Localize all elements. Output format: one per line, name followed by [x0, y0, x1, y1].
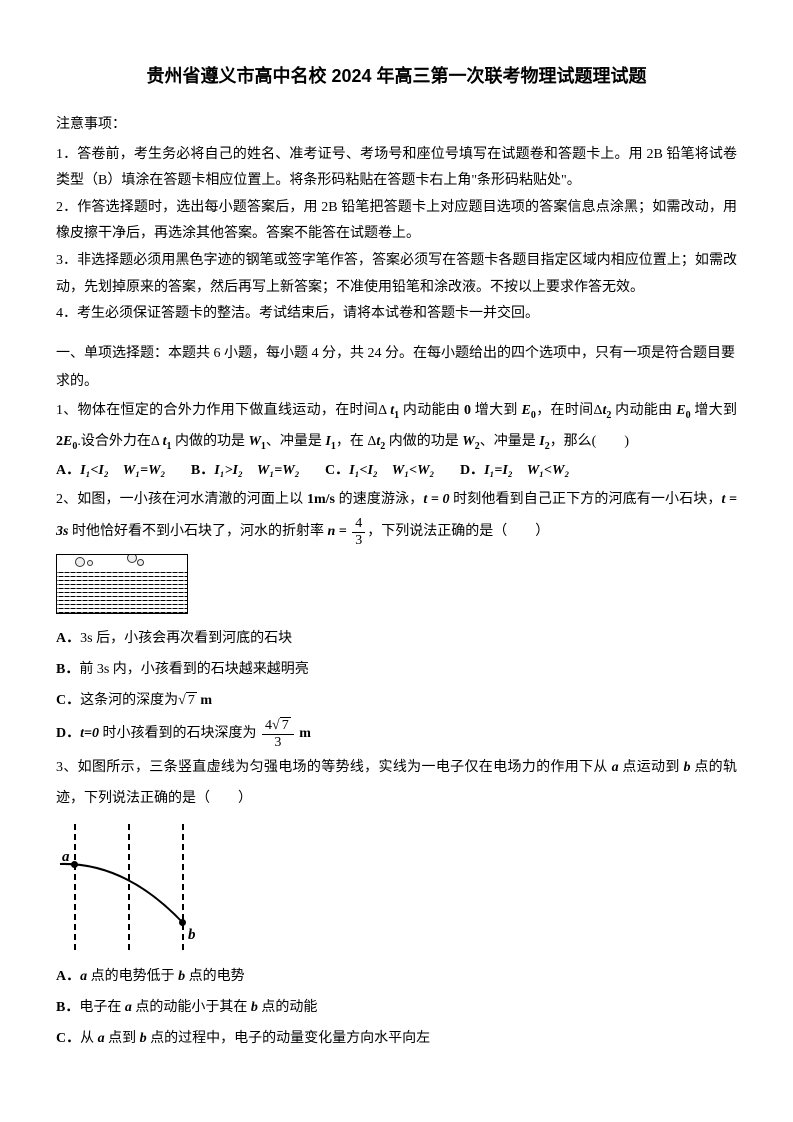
q2-neq: n = — [327, 524, 350, 539]
q1-tc: 增大到 — [471, 403, 522, 418]
q3-tb: 点运动到 — [619, 760, 684, 775]
question-3: 3、如图所示，三条竖直虚线为匀强电场的等势线，实线为一电子仅在电场力的作用下从 … — [56, 753, 737, 815]
q3-optC-e: 点的过程中，电子的动量变化量方向水平向左 — [147, 1031, 431, 1046]
q2-ta: 2、如图，一小孩在河水清澈的河面上以 — [56, 492, 307, 507]
q2-fden: 3 — [352, 533, 365, 548]
q3-optB-a: 电子在 — [79, 1000, 125, 1015]
q2-optB-text: 前 3s 内，小孩看到的石块越来越明亮 — [79, 662, 308, 677]
q1-tg: .设合外力在Δ — [77, 434, 162, 449]
notice-1: 1．答卷前，考生务必将自己的姓名、准考证号、考场号和座位号填写在试题卷和答题卡上… — [56, 142, 737, 195]
q2-dnb: 7 — [280, 717, 291, 733]
q2-optD-a: t=0 — [80, 726, 99, 741]
q1-2: 2 — [56, 434, 63, 449]
q2-optC-b: m — [197, 693, 212, 708]
label-b: b — [188, 922, 196, 949]
q2-dna: 4 — [265, 718, 272, 733]
trajectory-curve-icon — [56, 822, 208, 952]
q3-optC-d: b — [140, 1031, 147, 1046]
q2-optD-b: 时小孩看到的石块深度为 — [99, 726, 260, 741]
question-2: 2、如图，一小孩在河水清澈的河面上以 1m/s 的速度游泳，t = 0 时刻他看… — [56, 485, 737, 548]
q1-td: ，在时间Δ — [536, 403, 603, 418]
notice-2: 2．作答选择题时，选出每小题答案后，用 2B 铅笔把答题卡上对应题目选项的答案信… — [56, 195, 737, 248]
q1-optB-label: B． — [191, 463, 214, 478]
q3-optC-c: 点到 — [105, 1031, 140, 1046]
q1-tk: 内做的功是 — [385, 434, 462, 449]
q2-optD-label: D． — [56, 726, 80, 741]
q1-optA-label: A． — [56, 463, 80, 478]
q3-optA-label: A． — [56, 969, 80, 984]
q3-optB-d: b — [251, 1000, 258, 1015]
q1-optC-label: C． — [325, 463, 349, 478]
electric-field-diagram: a b — [56, 822, 208, 952]
q1-tl: 、冲量是 — [480, 434, 540, 449]
q2-optA-label: A． — [56, 631, 80, 646]
exam-title: 贵州省遵义市高中名校 2024 年高三第一次联考物理试题理试题 — [56, 60, 737, 92]
q3-optB-c: 点的动能小于其在 — [132, 1000, 251, 1015]
q2-dden: 3 — [262, 735, 294, 750]
q2-optA: A．3s 后，小孩会再次看到河底的石块 — [56, 624, 737, 655]
q3-optA-b: 点的电势低于 — [87, 969, 178, 984]
q1-text: 1、物体在恒定的合外力作用下做直线运动，在时间Δ — [56, 403, 390, 418]
q3-ta: 3、如图所示，三条竖直虚线为匀强电场的等势线，实线为一电子仅在电场力的作用下从 — [56, 760, 612, 775]
q3-optC: C．从 a 点到 b 点的过程中，电子的动量变化量方向水平向左 — [56, 1024, 737, 1055]
q2-optB-label: B． — [56, 662, 79, 677]
q1-tb: 内动能由 — [399, 403, 464, 418]
question-1: 1、物体在恒定的合外力作用下做直线运动，在时间Δ t1 内动能由 0 增大到 E… — [56, 396, 737, 458]
section-1-header: 一、单项选择题：本题共 6 小题，每小题 4 分，共 24 分。在每小题给出的四… — [56, 340, 737, 396]
notice-3: 3．非选择题必须用黑色字迹的钢笔或签字笔作答，答案必须写在答题卡各题目指定区域内… — [56, 248, 737, 301]
q1-optA: I₁<I₂ W₁=W₂ — [80, 463, 165, 478]
q1-te: 内动能由 — [611, 403, 676, 418]
q3-b: b — [684, 760, 691, 775]
q1-zero: 0 — [464, 403, 471, 418]
q3-optB-b: a — [125, 1000, 132, 1015]
q1-th: 内做的功是 — [171, 434, 248, 449]
q1-tm: ，那么( ) — [550, 434, 629, 449]
q2-optD-c: m — [296, 726, 311, 741]
q2-te: ，下列说法正确的是（ ） — [367, 524, 549, 539]
q2-optB: B．前 3s 内，小孩看到的石块越来越明亮 — [56, 655, 737, 686]
q2-tc: 时刻他看到自己正下方的河底有一小石块， — [449, 492, 721, 507]
q2-optC-a: 这条河的深度为 — [80, 693, 178, 708]
label-a: a — [62, 844, 70, 871]
notice-header: 注意事项： — [56, 112, 737, 137]
q1-tf: 增大到 — [691, 403, 737, 418]
q3-optC-a: 从 — [80, 1031, 98, 1046]
q2-optD: D．t=0 时小孩看到的石块深度为 4√73 m — [56, 716, 737, 752]
q2-speed: 1m/s — [307, 492, 335, 507]
q2-td: 时他恰好看不到小石块了，河水的折射率 — [68, 524, 327, 539]
q3-optB-label: B． — [56, 1000, 79, 1015]
q1-optB: I₁>I₂ W₁=W₂ — [214, 463, 299, 478]
q3-optC-b: a — [98, 1031, 105, 1046]
q3-optC-label: C． — [56, 1031, 80, 1046]
q1-optD-label: D． — [460, 463, 484, 478]
q3-optA: A．a 点的电势低于 b 点的电势 — [56, 962, 737, 993]
q1-tj: ，在 Δ — [336, 434, 377, 449]
q1-ti: 、冲量是 — [266, 434, 326, 449]
q2-optC-label: C． — [56, 693, 80, 708]
q1-optC: I₁<I₂ W₁<W₂ — [349, 463, 434, 478]
q3-optB: B．电子在 a 点的动能小于其在 b 点的动能 — [56, 993, 737, 1024]
q3-optB-e: 点的动能 — [258, 1000, 318, 1015]
river-diagram — [56, 554, 188, 614]
q1-optD: I₁=I₂ W₁<W₂ — [484, 463, 569, 478]
q1-options: A．I₁<I₂ W₁=W₂ B．I₁>I₂ W₁=W₂ C．I₁<I₂ W₁<W… — [56, 457, 737, 485]
q3-optA-d: 点的电势 — [185, 969, 245, 984]
q2-optA-text: 3s 后，小孩会再次看到河底的石块 — [80, 631, 292, 646]
q2-tb: 的速度游泳， — [335, 492, 423, 507]
q2-fnum: 4 — [352, 516, 365, 532]
notice-4: 4．考生必须保证答题卡的整洁。考试结束后，请将本试卷和答题卡一并交回。 — [56, 301, 737, 328]
q2-t0: t = 0 — [423, 492, 449, 507]
q2-optC: C．这条河的深度为√7 m — [56, 686, 737, 717]
q2-sqrt7: 7 — [186, 692, 197, 708]
q3-a: a — [612, 760, 619, 775]
